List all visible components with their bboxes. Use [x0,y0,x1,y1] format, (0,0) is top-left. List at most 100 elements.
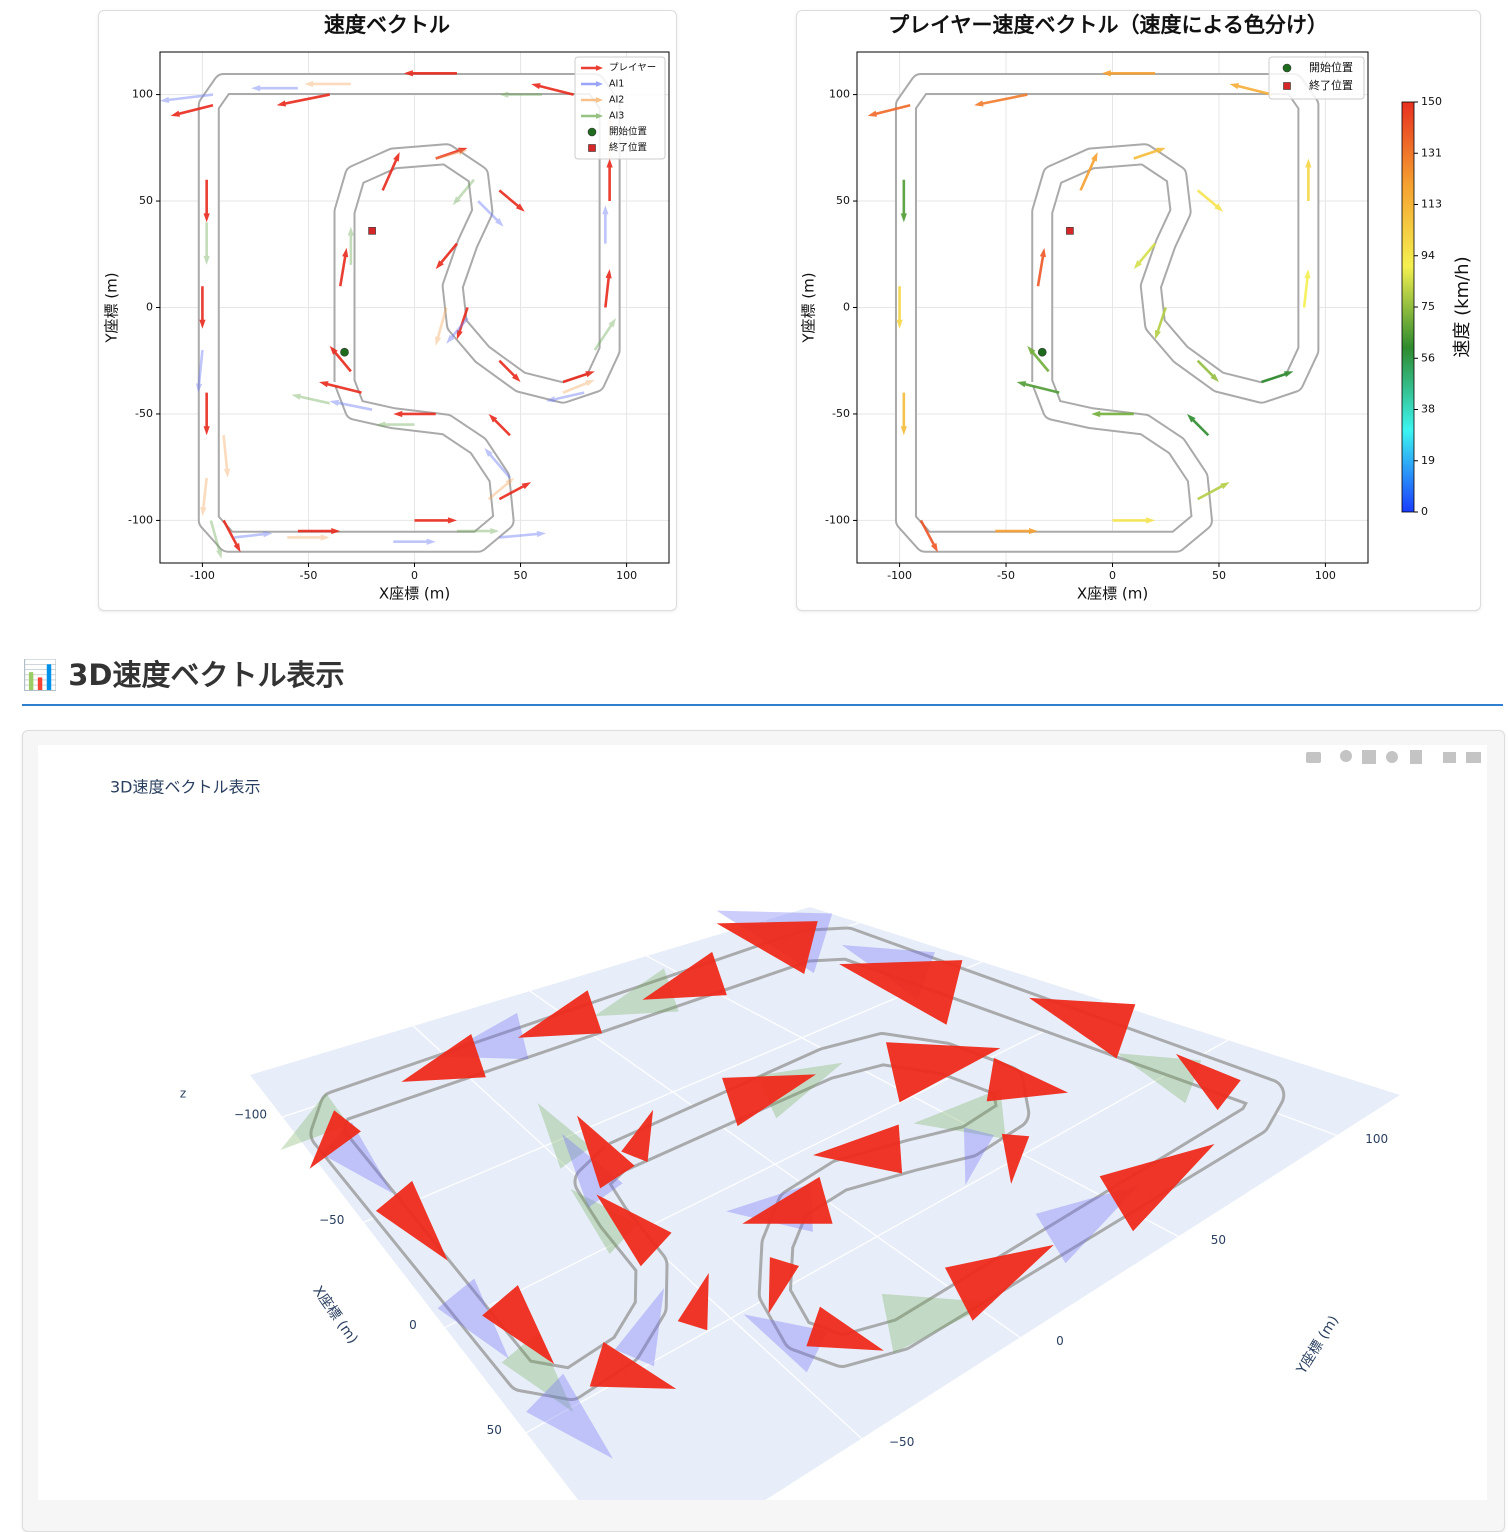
velocity-cone [482,1285,555,1365]
velocity-arrow [435,147,468,160]
velocity-arrow [393,538,436,545]
marker [587,127,597,137]
legend [1268,56,1365,100]
velocity-arrow [606,158,613,202]
velocity-cone [437,1278,510,1359]
velocity-arrow [919,519,938,553]
velocity-arrow [1091,410,1134,418]
marker [340,347,349,357]
y-tick-label: 0 [843,301,850,314]
legend-arrow [581,81,603,87]
velocity-cone [1175,1053,1241,1111]
velocity-arrow [170,103,214,117]
velocity-arrow [403,70,457,77]
velocity-cone [677,1272,709,1331]
velocity-arrow [381,152,400,191]
colorbar-tick-label: 94 [1421,249,1435,262]
velocity-arrow [203,392,210,436]
velocity-cone [885,1042,1001,1103]
colorbar-tick-label: 131 [1421,146,1442,159]
velocity-arrow [1036,247,1046,287]
velocity-cone [642,951,727,1000]
colorbar-tick-label: 75 [1421,300,1435,313]
velocity-cone [594,968,679,1017]
velocity-arrow [1133,242,1157,270]
camera-icon[interactable] [1306,752,1321,763]
camera-reset-icon[interactable] [1466,752,1481,763]
legend-arrow [581,65,603,71]
chart-title: 3D速度ベクトル表示 [110,778,261,797]
velocity-cone [1099,1144,1215,1232]
velocity-cone [280,1092,349,1151]
velocity-arrow [1133,147,1166,160]
velocity-arrow [251,85,298,92]
velocity-arrow [498,482,532,501]
colorbar-tick-label: 38 [1421,403,1435,416]
velocity-arrow [195,349,204,393]
toolbar[interactable] [1306,750,1481,764]
velocity-arrow [498,359,521,383]
marker [1037,347,1047,357]
x-tick-label: -50 [299,569,317,582]
velocity-arrow [291,393,330,405]
velocity-cone [806,1306,884,1351]
velocity-cone [963,1127,995,1186]
velocity-cone [561,1133,623,1208]
velocity-arrow [995,527,1038,535]
x-tick-label: 0 [409,1318,417,1332]
x-tick-label: −100 [234,1108,267,1122]
turntable-icon[interactable] [1410,750,1422,764]
legend-arrow [581,113,603,119]
legend-label: プレイヤー [609,63,656,74]
y-axis-label: Y座標 (m) [800,272,818,343]
velocity-arrow [297,527,341,535]
velocity-arrow [203,222,210,265]
velocity-arrow [896,286,903,329]
grid-line [646,955,1179,1237]
grid-line [529,990,1021,1338]
velocity-arrow [160,93,214,103]
velocity-arrow [545,391,585,403]
charts: 速度ベクトル -100 -50 0 50 100 -100 -50 0 50 100 X座標 (m) Y… [103,13,1481,1500]
velocity-arrow [1197,482,1230,501]
home-icon[interactable] [1443,752,1456,763]
legend-label: AI1 [609,79,624,90]
velocity-arrow [531,83,574,96]
velocity-arrow [376,421,415,428]
velocity-cone [614,1288,665,1367]
velocity-arrow [393,410,436,418]
velocity-cone [517,990,603,1038]
velocity-cone [881,1293,994,1354]
z-axis-label: z [180,1087,186,1101]
orbit-icon[interactable] [1386,751,1398,763]
velocity-cone [570,1188,638,1254]
velocity-arrow [1229,83,1273,96]
velocity-cone [375,1180,448,1261]
legend-label: AI3 [609,111,624,122]
pan-icon[interactable] [1362,750,1376,764]
velocity-arrow [499,91,542,98]
velocity-arrow [562,379,595,394]
velocity-arrow [200,477,208,517]
x-tick-label: 100 [616,569,637,582]
velocity-cone [401,1034,486,1082]
x-axis-label: X座標 (m) [309,1283,360,1347]
legend-label: 終了位置 [1309,78,1353,92]
zoom-icon[interactable] [1340,750,1352,762]
y-tick-label: 0 [146,301,153,314]
velocity-cone [501,1332,574,1413]
y-tick-label: 50 [836,194,850,207]
velocity-arrow [435,149,468,160]
legend-label: 終了位置 [609,142,647,154]
velocity-arrow [452,178,475,206]
velocity-arrow [234,531,273,539]
section-title: 📊 3D速度ベクトル表示 [22,652,1503,706]
velocity-arrow [1261,371,1294,384]
velocity-arrow [602,205,609,244]
velocity-cone [526,1373,613,1459]
velocity-arrow [456,307,469,340]
velocity-arrow [199,286,206,329]
y-tick-label: -50 [135,407,153,420]
track-surface [199,74,619,551]
velocity-cone [596,1194,672,1267]
